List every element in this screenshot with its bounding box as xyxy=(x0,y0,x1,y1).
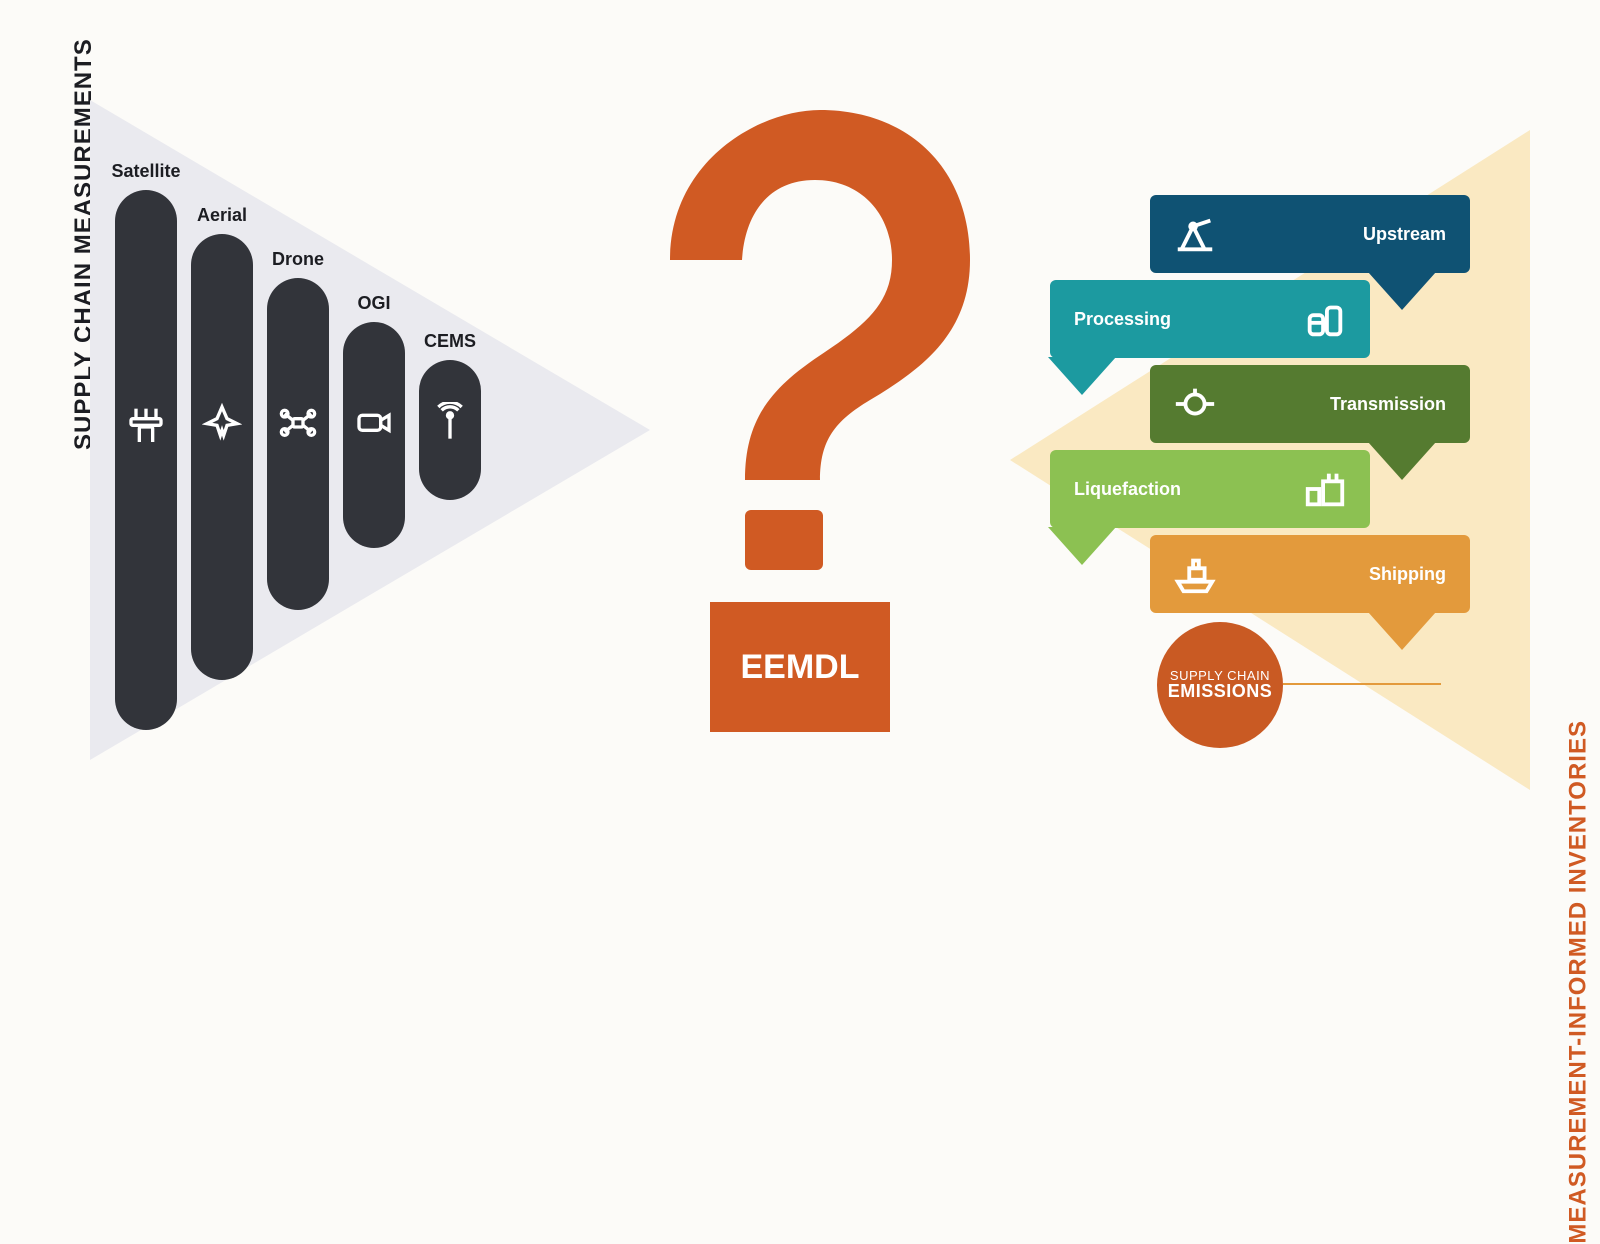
bar-plane: Aerial xyxy=(191,234,253,680)
bar-label: Satellite xyxy=(111,161,180,182)
valve-icon xyxy=(1172,381,1218,427)
bar-pill xyxy=(419,360,481,500)
step-shipping: Shipping xyxy=(1150,535,1470,613)
step-arrow xyxy=(1048,357,1116,395)
step-upstream: Upstream xyxy=(1150,195,1470,273)
bar-label: Aerial xyxy=(197,205,247,226)
step-label: Liquefaction xyxy=(1074,479,1181,500)
emissions-connector xyxy=(1283,683,1441,685)
bar-satellite: Satellite xyxy=(115,190,177,730)
bar-label: CEMS xyxy=(424,331,476,352)
pumpjack-icon xyxy=(1172,211,1218,257)
bar-pill xyxy=(191,234,253,680)
measurement-bars: SatelliteAerialDroneOGICEMS xyxy=(115,0,535,900)
step-arrow xyxy=(1368,272,1436,310)
antenna-icon xyxy=(430,402,470,442)
step-processing: Processing xyxy=(1050,280,1370,358)
satellite-icon xyxy=(126,402,166,442)
right-section-title: MEASUREMENT-INFORMED INVENTORIES xyxy=(1565,720,1593,1244)
bar-pill xyxy=(343,322,405,548)
plane-icon xyxy=(202,402,242,442)
step-liquefaction: Liquefaction xyxy=(1050,450,1370,528)
step-label: Transmission xyxy=(1330,394,1446,415)
drone-icon xyxy=(278,402,318,442)
emissions-line1: SUPPLY CHAIN xyxy=(1170,669,1270,683)
ship-icon xyxy=(1172,551,1218,597)
step-label: Upstream xyxy=(1363,224,1446,245)
bar-label: OGI xyxy=(357,293,390,314)
plant-icon xyxy=(1302,466,1348,512)
step-label: Processing xyxy=(1074,309,1171,330)
left-section-title: SUPPLY CHAIN MEASUREMENTS xyxy=(70,38,98,450)
bar-pill xyxy=(267,278,329,610)
question-mark-dot xyxy=(745,510,823,570)
tanks-icon xyxy=(1302,296,1348,342)
bar-pill xyxy=(115,190,177,730)
step-label: Shipping xyxy=(1369,564,1446,585)
emissions-line2: EMISSIONS xyxy=(1168,682,1273,701)
supply-chain-emissions-badge: SUPPLY CHAINEMISSIONS xyxy=(1157,622,1283,748)
bar-drone: Drone xyxy=(267,278,329,610)
question-mark-curve xyxy=(670,110,970,480)
step-arrow xyxy=(1048,527,1116,565)
step-arrow xyxy=(1368,612,1436,650)
camera-icon xyxy=(354,402,394,442)
eemdl-label-box: EEMDL xyxy=(710,602,890,732)
infographic-canvas: SUPPLY CHAIN MEASUREMENTS SatelliteAeria… xyxy=(0,0,1600,900)
step-transmission: Transmission xyxy=(1150,365,1470,443)
bar-label: Drone xyxy=(272,249,324,270)
question-mark xyxy=(610,100,990,570)
step-arrow xyxy=(1368,442,1436,480)
bar-camera: OGI xyxy=(343,322,405,548)
bar-antenna: CEMS xyxy=(419,360,481,500)
